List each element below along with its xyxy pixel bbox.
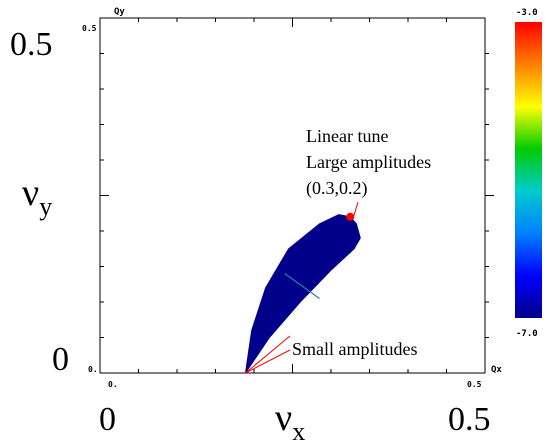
small-y-axis-name: Qy xyxy=(114,7,125,17)
plot-frame xyxy=(99,17,486,374)
small-x-max-label: 0.5 xyxy=(467,380,482,389)
tune-footprint-region xyxy=(245,214,361,374)
big-y-min-label: 0 xyxy=(52,341,69,378)
y-axis-nu: ν xyxy=(22,172,39,214)
x-axis-nu: ν xyxy=(275,397,292,439)
annotation-linear-line3: (0.3,0.2) xyxy=(306,178,368,199)
small-y-max-label: 0.5 xyxy=(82,24,97,33)
linear-tune-point xyxy=(346,212,355,221)
big-x-min-label: 0 xyxy=(99,401,116,438)
footprint-seam-line xyxy=(284,273,320,299)
annotation-linear-line1: Linear tune xyxy=(306,126,388,146)
annotation-arrow-small-a xyxy=(245,335,291,374)
annotation-arrow-linear xyxy=(352,201,359,218)
big-y-max-label: 0.5 xyxy=(10,26,53,63)
annotation-linear-tune: Linear tune Large amplitudes (0.3,0.2) xyxy=(306,126,436,199)
x-axis-subscript: x xyxy=(292,417,305,441)
annotation-arrow-small-b xyxy=(245,349,291,374)
annotation-small-amplitudes: Small amplitudes xyxy=(292,339,418,359)
small-x-axis-name: Qx xyxy=(491,365,502,375)
annotation-small-line1: Small amplitudes xyxy=(292,339,418,359)
small-y-min-label: 0. xyxy=(88,365,98,374)
colorbar-min-label: -7.0 xyxy=(516,329,538,339)
axis-ticks xyxy=(100,18,494,373)
small-x-min-label: 0. xyxy=(108,380,118,389)
colorbar xyxy=(515,22,542,318)
annotation-linear-line2: Large amplitudes xyxy=(306,152,431,172)
colorbar-max-label: -3.0 xyxy=(516,8,538,18)
y-axis-subscript: y xyxy=(39,192,52,221)
big-x-max-label: 0.5 xyxy=(448,401,491,438)
y-axis-title: νy xyxy=(22,172,52,221)
x-axis-title: νx xyxy=(275,397,305,441)
